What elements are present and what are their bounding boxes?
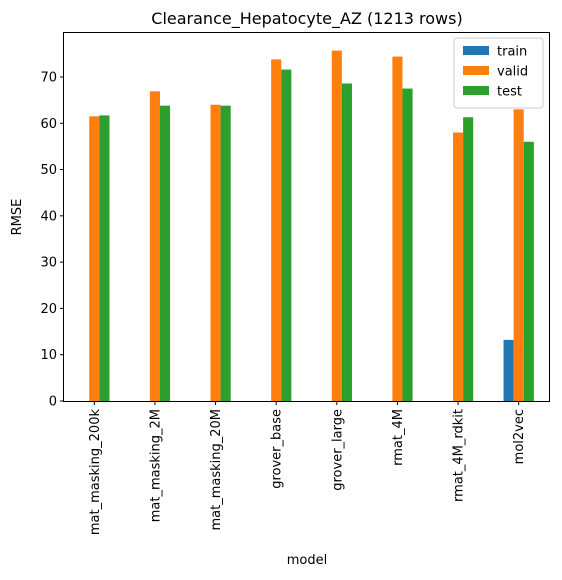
- x-tick-label-rmat_4M: rmat_4M: [391, 409, 406, 466]
- bar-valid-mat_masking_200k: [89, 116, 100, 402]
- legend-label-train: train: [497, 45, 527, 60]
- y-tick-label: 70: [40, 70, 57, 85]
- x-axis-label: model: [287, 553, 327, 568]
- bar-valid-grover_large: [331, 50, 342, 401]
- plot-frame: [63, 32, 550, 402]
- legend-swatch-train: [463, 46, 489, 55]
- bar-valid-rmat_4M: [392, 56, 403, 402]
- bar-test-rmat_4M: [402, 88, 413, 401]
- legend: train valid test: [453, 37, 544, 109]
- x-tick-label-grover_large: grover_large: [330, 409, 345, 491]
- bar-test-mol2vec: [523, 141, 534, 401]
- y-tick-label: 50: [40, 163, 57, 178]
- bar-train-mol2vec: [503, 339, 514, 401]
- y-axis-label: RMSE: [10, 199, 25, 236]
- y-tick-label: 20: [40, 302, 57, 317]
- bar-test-grover_base: [281, 69, 292, 402]
- x-tick-label-mat_masking_20M: mat_masking_20M: [209, 409, 224, 531]
- y-tick-label: 30: [40, 256, 57, 271]
- x-tick-label-mat_masking_2M: mat_masking_2M: [148, 409, 163, 522]
- bars-layer: [89, 50, 534, 402]
- bar-test-mat_masking_2M: [159, 105, 171, 401]
- bar-valid-mat_masking_2M: [149, 91, 160, 402]
- x-tick-label-rmat_4M_rdkit: rmat_4M_rdkit: [452, 409, 467, 502]
- chart-title: Clearance_Hepatocyte_AZ (1213 rows): [151, 9, 462, 29]
- y-tick-label: 40: [40, 209, 57, 224]
- x-tick-label-grover_base: grover_base: [270, 409, 285, 489]
- legend-swatch-valid: [463, 66, 489, 75]
- bar-valid-grover_base: [271, 59, 282, 401]
- legend-label-valid: valid: [497, 65, 528, 80]
- bar-test-mat_masking_200k: [99, 115, 110, 402]
- y-tick-label: 60: [40, 117, 57, 132]
- x-tick-label-mol2vec: mol2vec: [512, 409, 527, 464]
- bar-test-mat_masking_20M: [220, 105, 231, 401]
- y-tick-label: 0: [49, 395, 57, 410]
- x-axis-ticks: mat_masking_200k mat_masking_2M mat_maskin…: [88, 401, 527, 535]
- y-axis-ticks: 0 10 20 30 40 50 60 70: [40, 70, 64, 410]
- bar-valid-rmat_4M_rdkit: [453, 132, 464, 401]
- bar-valid-mol2vec: [513, 109, 524, 402]
- legend-swatch-test: [463, 86, 489, 95]
- x-tick-label-mat_masking_200k: mat_masking_200k: [88, 409, 103, 536]
- bar-test-rmat_4M_rdkit: [463, 117, 474, 401]
- bar-valid-mat_masking_20M: [210, 104, 221, 402]
- y-tick-label: 10: [40, 348, 57, 363]
- legend-label-test: test: [497, 85, 522, 100]
- bar-test-grover_large: [341, 83, 352, 401]
